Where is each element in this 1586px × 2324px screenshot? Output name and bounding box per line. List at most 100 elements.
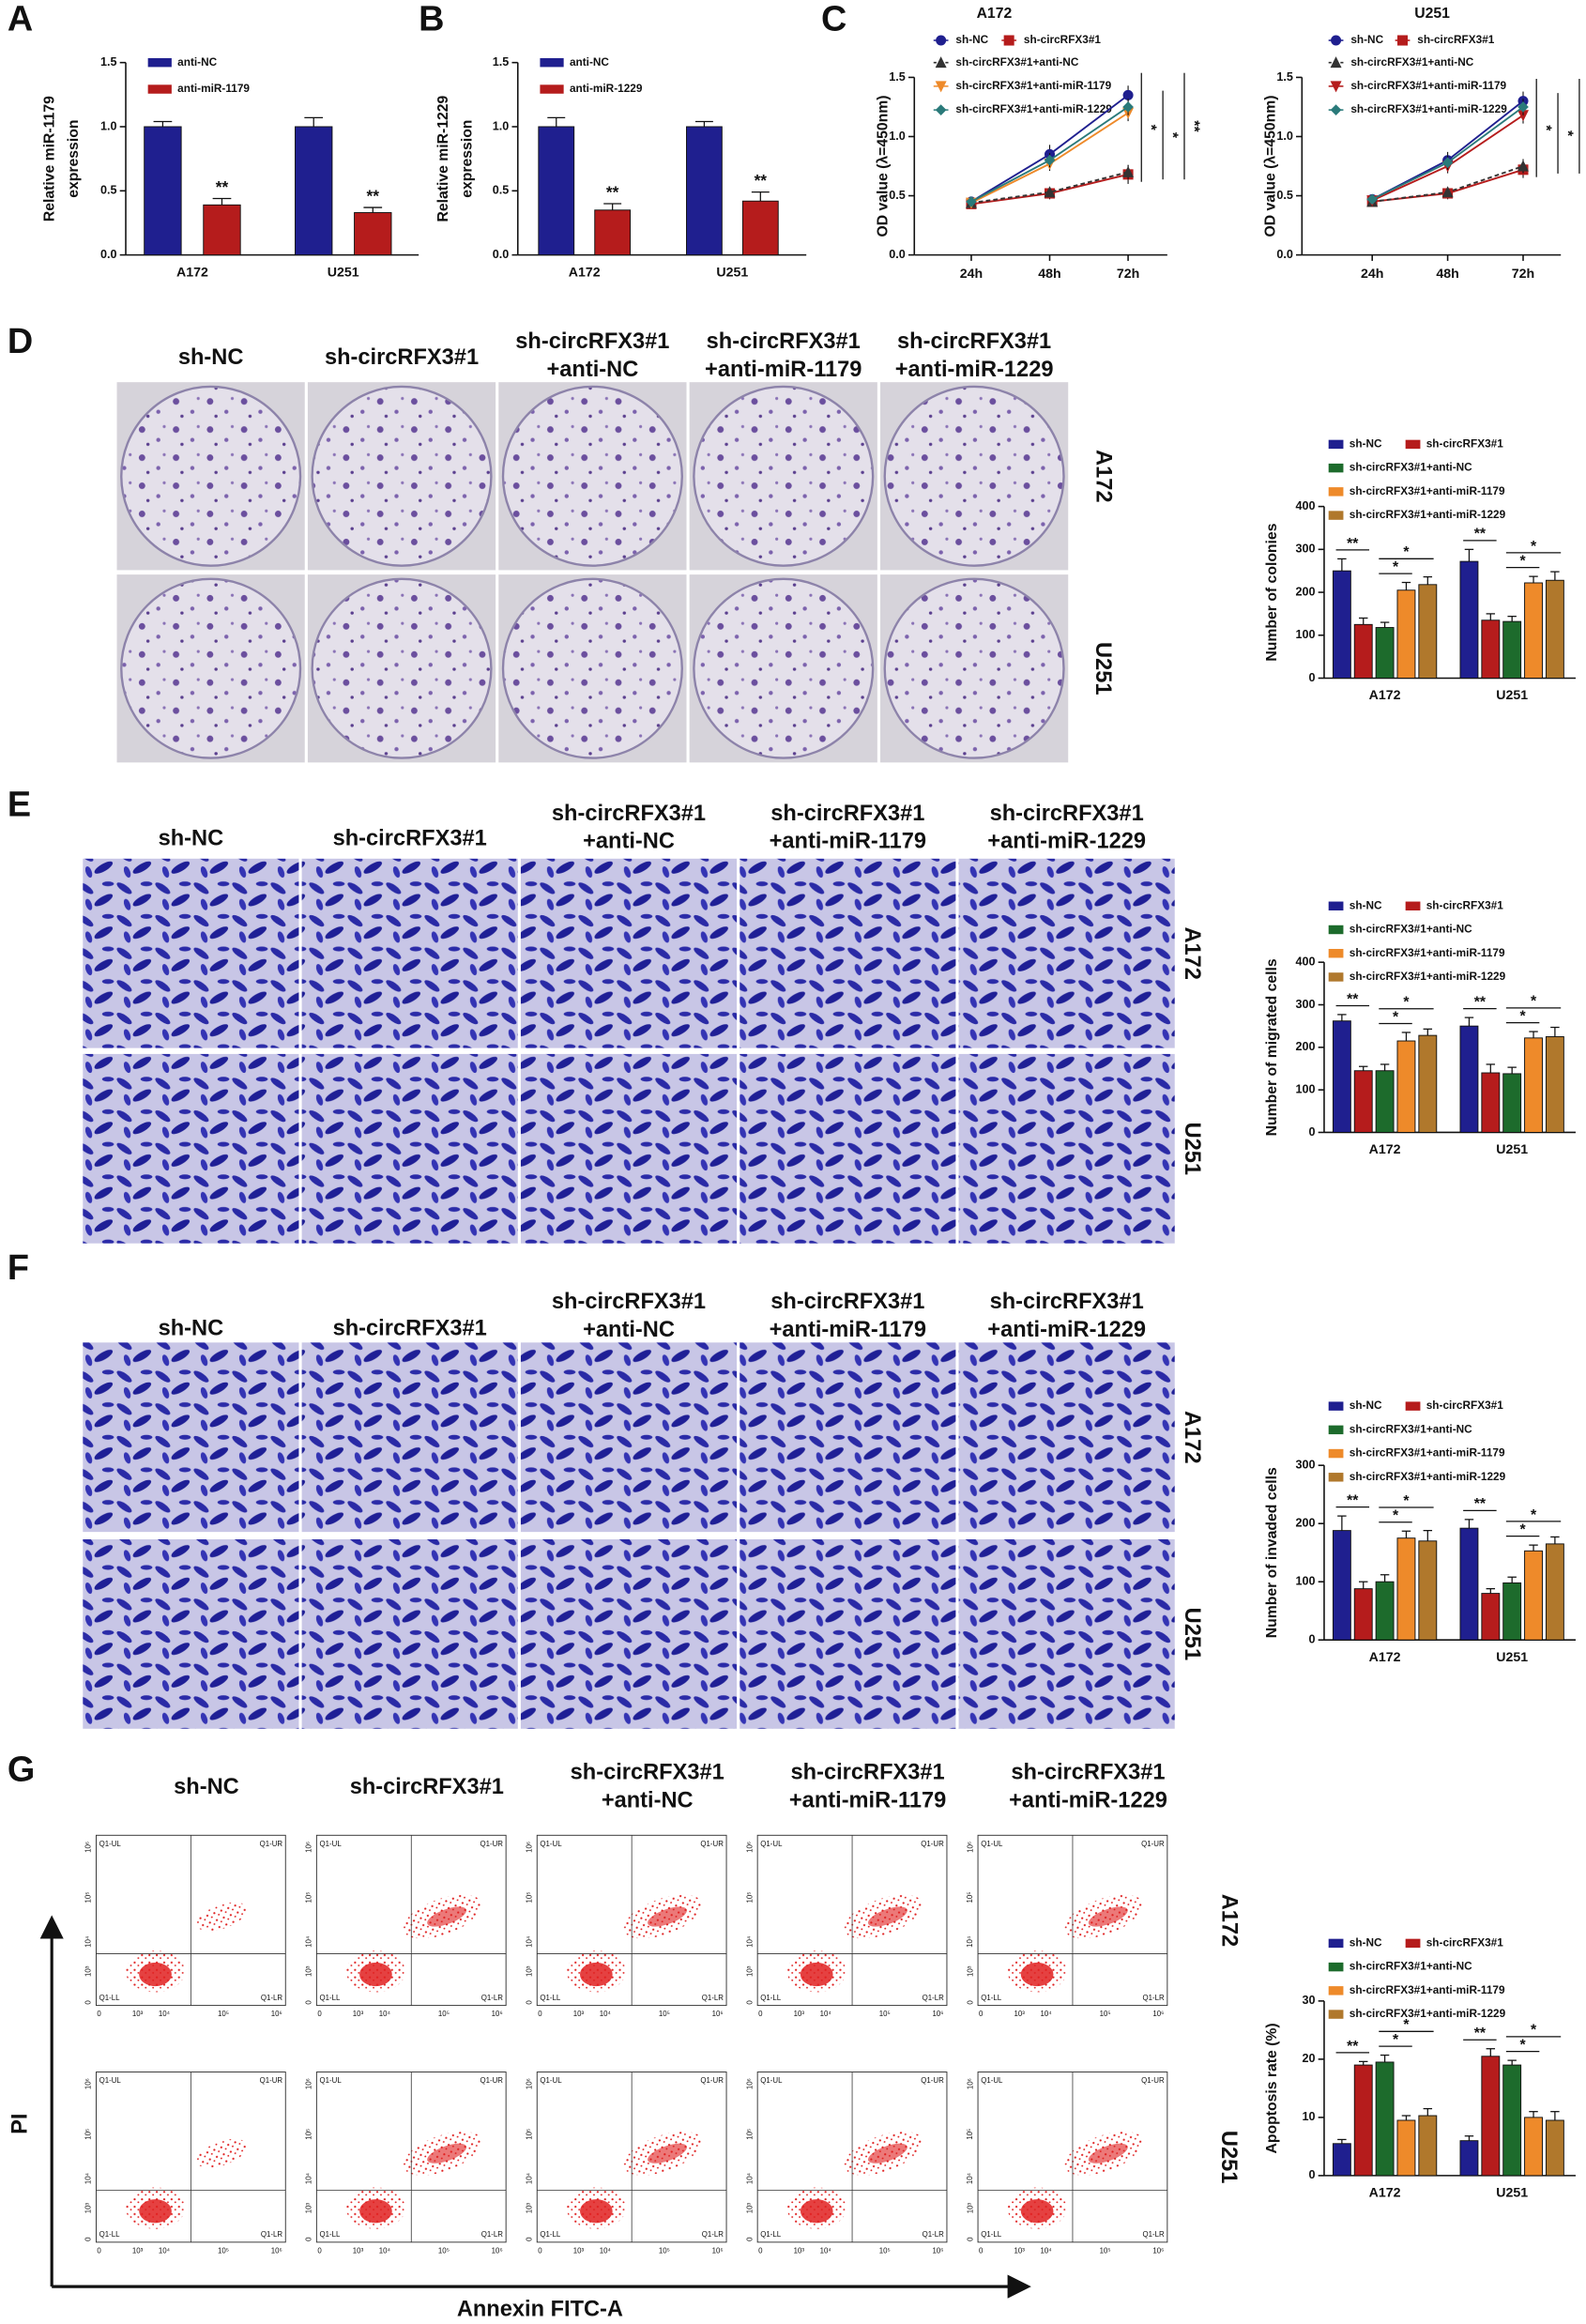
column-header: sh-NC	[159, 1316, 224, 1340]
y-tick-label: 10⁶	[84, 2078, 93, 2089]
y-tick-label: 1.0	[100, 119, 117, 132]
quadrant-label: Q1-LL	[320, 1994, 342, 2002]
y-tick-label: 10⁶	[966, 1842, 974, 1853]
y-tick-label: 1.0	[493, 119, 510, 132]
cell-image	[520, 1342, 738, 1533]
legend-label: sh-circRFX3#1+anti-miR-1229	[1350, 970, 1506, 983]
cell-image	[740, 1342, 956, 1533]
y-tick-label: 1.5	[889, 70, 906, 84]
y-tick-label: 10⁶	[745, 1842, 754, 1853]
significance-label: *	[1559, 130, 1575, 137]
bar	[1524, 582, 1543, 679]
column-header: sh-NC	[174, 1775, 239, 1799]
legend-marker	[1330, 56, 1342, 69]
colony-plate	[693, 577, 875, 759]
event-cluster-core	[579, 2199, 613, 2224]
y-tick-label: 0	[1308, 1125, 1315, 1139]
event-cluster-core	[1088, 2143, 1128, 2163]
quadrant-label: Q1-UL	[99, 2076, 122, 2085]
quadrant-label: Q1-LR	[923, 2230, 945, 2239]
y-tick-label: 10⁵	[525, 2129, 533, 2140]
significance-label: *	[1403, 2017, 1410, 2033]
cell-image	[520, 1053, 738, 1244]
event-cluster-core	[579, 1962, 613, 1987]
y-tick-label: 400	[1295, 499, 1315, 512]
y-tick-label: 10⁴	[84, 1936, 93, 1948]
quadrant-label: Q1-UR	[1141, 1840, 1165, 1848]
quadrant-label: Q1-UL	[981, 2076, 1003, 2085]
event-cluster-core	[1020, 2199, 1054, 2224]
column-header: sh-circRFX3#1	[791, 1760, 945, 1784]
x-tick-label: 10⁶	[492, 2010, 503, 2018]
bar	[1396, 589, 1416, 679]
bar	[1353, 1588, 1373, 1641]
column-header: +anti-NC	[546, 358, 638, 382]
y-tick-label: 10⁴	[966, 1936, 974, 1948]
column-header: +anti-miR-1229	[895, 358, 1054, 382]
marker	[966, 196, 977, 207]
y-tick-label: 200	[1295, 585, 1315, 598]
legend-label: sh-circRFX3#1	[1426, 898, 1504, 911]
quadrant-label: Q1-UL	[320, 2076, 343, 2085]
quadrant-label: Q1-LL	[981, 1994, 1002, 2002]
column-header: +anti-miR-1229	[1009, 1788, 1167, 1812]
y-tick-label: 10³	[966, 2203, 974, 2214]
x-tick-label: 10⁴	[379, 2010, 390, 2018]
bar	[1353, 2064, 1373, 2177]
x-tick-label: 10³	[353, 2010, 364, 2018]
cell-image	[740, 858, 956, 1048]
bar	[1396, 2119, 1416, 2177]
legend-marker	[1331, 35, 1342, 46]
quadrant-label: Q1-LR	[481, 2230, 504, 2239]
bar	[1502, 1582, 1522, 1641]
cell-image	[83, 1053, 299, 1244]
y-axis-label: Relative miR-1229	[435, 95, 451, 222]
cell-image	[740, 1053, 956, 1244]
significance-label: *	[1393, 559, 1399, 575]
y-tick-label: 0	[1308, 671, 1315, 684]
column-header: sh-circRFX3#1	[333, 1316, 487, 1340]
y-tick-label: 300	[1295, 543, 1315, 556]
y-tick-label: 10³	[966, 1965, 974, 1977]
legend-label: sh-circRFX3#1+anti-miR-1179	[1350, 946, 1505, 959]
event-cluster	[196, 1902, 248, 1932]
quadrant-label: Q1-LR	[702, 1994, 724, 2002]
row-label: U251	[1180, 1123, 1204, 1175]
legend-marker	[1003, 35, 1014, 46]
legend-swatch	[1328, 511, 1344, 520]
significance-label: *	[1520, 1522, 1527, 1538]
y-tick-label: 10⁴	[525, 2173, 533, 2184]
series-line	[970, 171, 1129, 205]
row-label: A172	[1180, 1411, 1204, 1463]
y-tick-label: 100	[1295, 1082, 1315, 1095]
x-tick-label: 10⁵	[1100, 2246, 1111, 2255]
column-header: sh-circRFX3#1	[990, 1290, 1144, 1314]
x-tick-label: 10⁵	[659, 2246, 670, 2255]
legend-label: anti-miR-1179	[177, 82, 250, 95]
y-tick-label: 10⁶	[525, 2078, 533, 2089]
y-tick-label: 0	[745, 2000, 754, 2005]
series-line	[1371, 99, 1524, 201]
legend-marker	[1396, 35, 1409, 46]
significance-label: **	[1347, 991, 1359, 1007]
y-tick-label: 10⁴	[84, 2173, 93, 2184]
event-cluster-core	[800, 2199, 833, 2224]
legend-swatch	[1405, 1938, 1421, 1949]
significance-label: *	[1393, 2032, 1399, 2048]
legend-label: sh-NC	[1350, 33, 1383, 46]
x-tick-label: A172	[1369, 1142, 1401, 1157]
quadrant-label: Q1-UR	[480, 2076, 503, 2085]
legend-label: sh-circRFX3#1	[1426, 437, 1504, 451]
significance-label: *	[1393, 1009, 1399, 1025]
y-tick-label: 1.0	[889, 130, 906, 143]
column-header: sh-NC	[178, 345, 244, 370]
y-tick-label: 0.5	[1276, 189, 1293, 202]
bar	[354, 212, 392, 256]
bar	[1545, 1543, 1564, 1641]
row-label: A172	[1090, 450, 1115, 502]
significance-label: **	[1474, 2026, 1487, 2041]
colony-plate	[693, 385, 875, 567]
legend-label: sh-NC	[1350, 437, 1382, 451]
legend-label: sh-circRFX3#1+anti-miR-1179	[1350, 79, 1506, 92]
x-tick-label: A172	[1369, 688, 1401, 703]
